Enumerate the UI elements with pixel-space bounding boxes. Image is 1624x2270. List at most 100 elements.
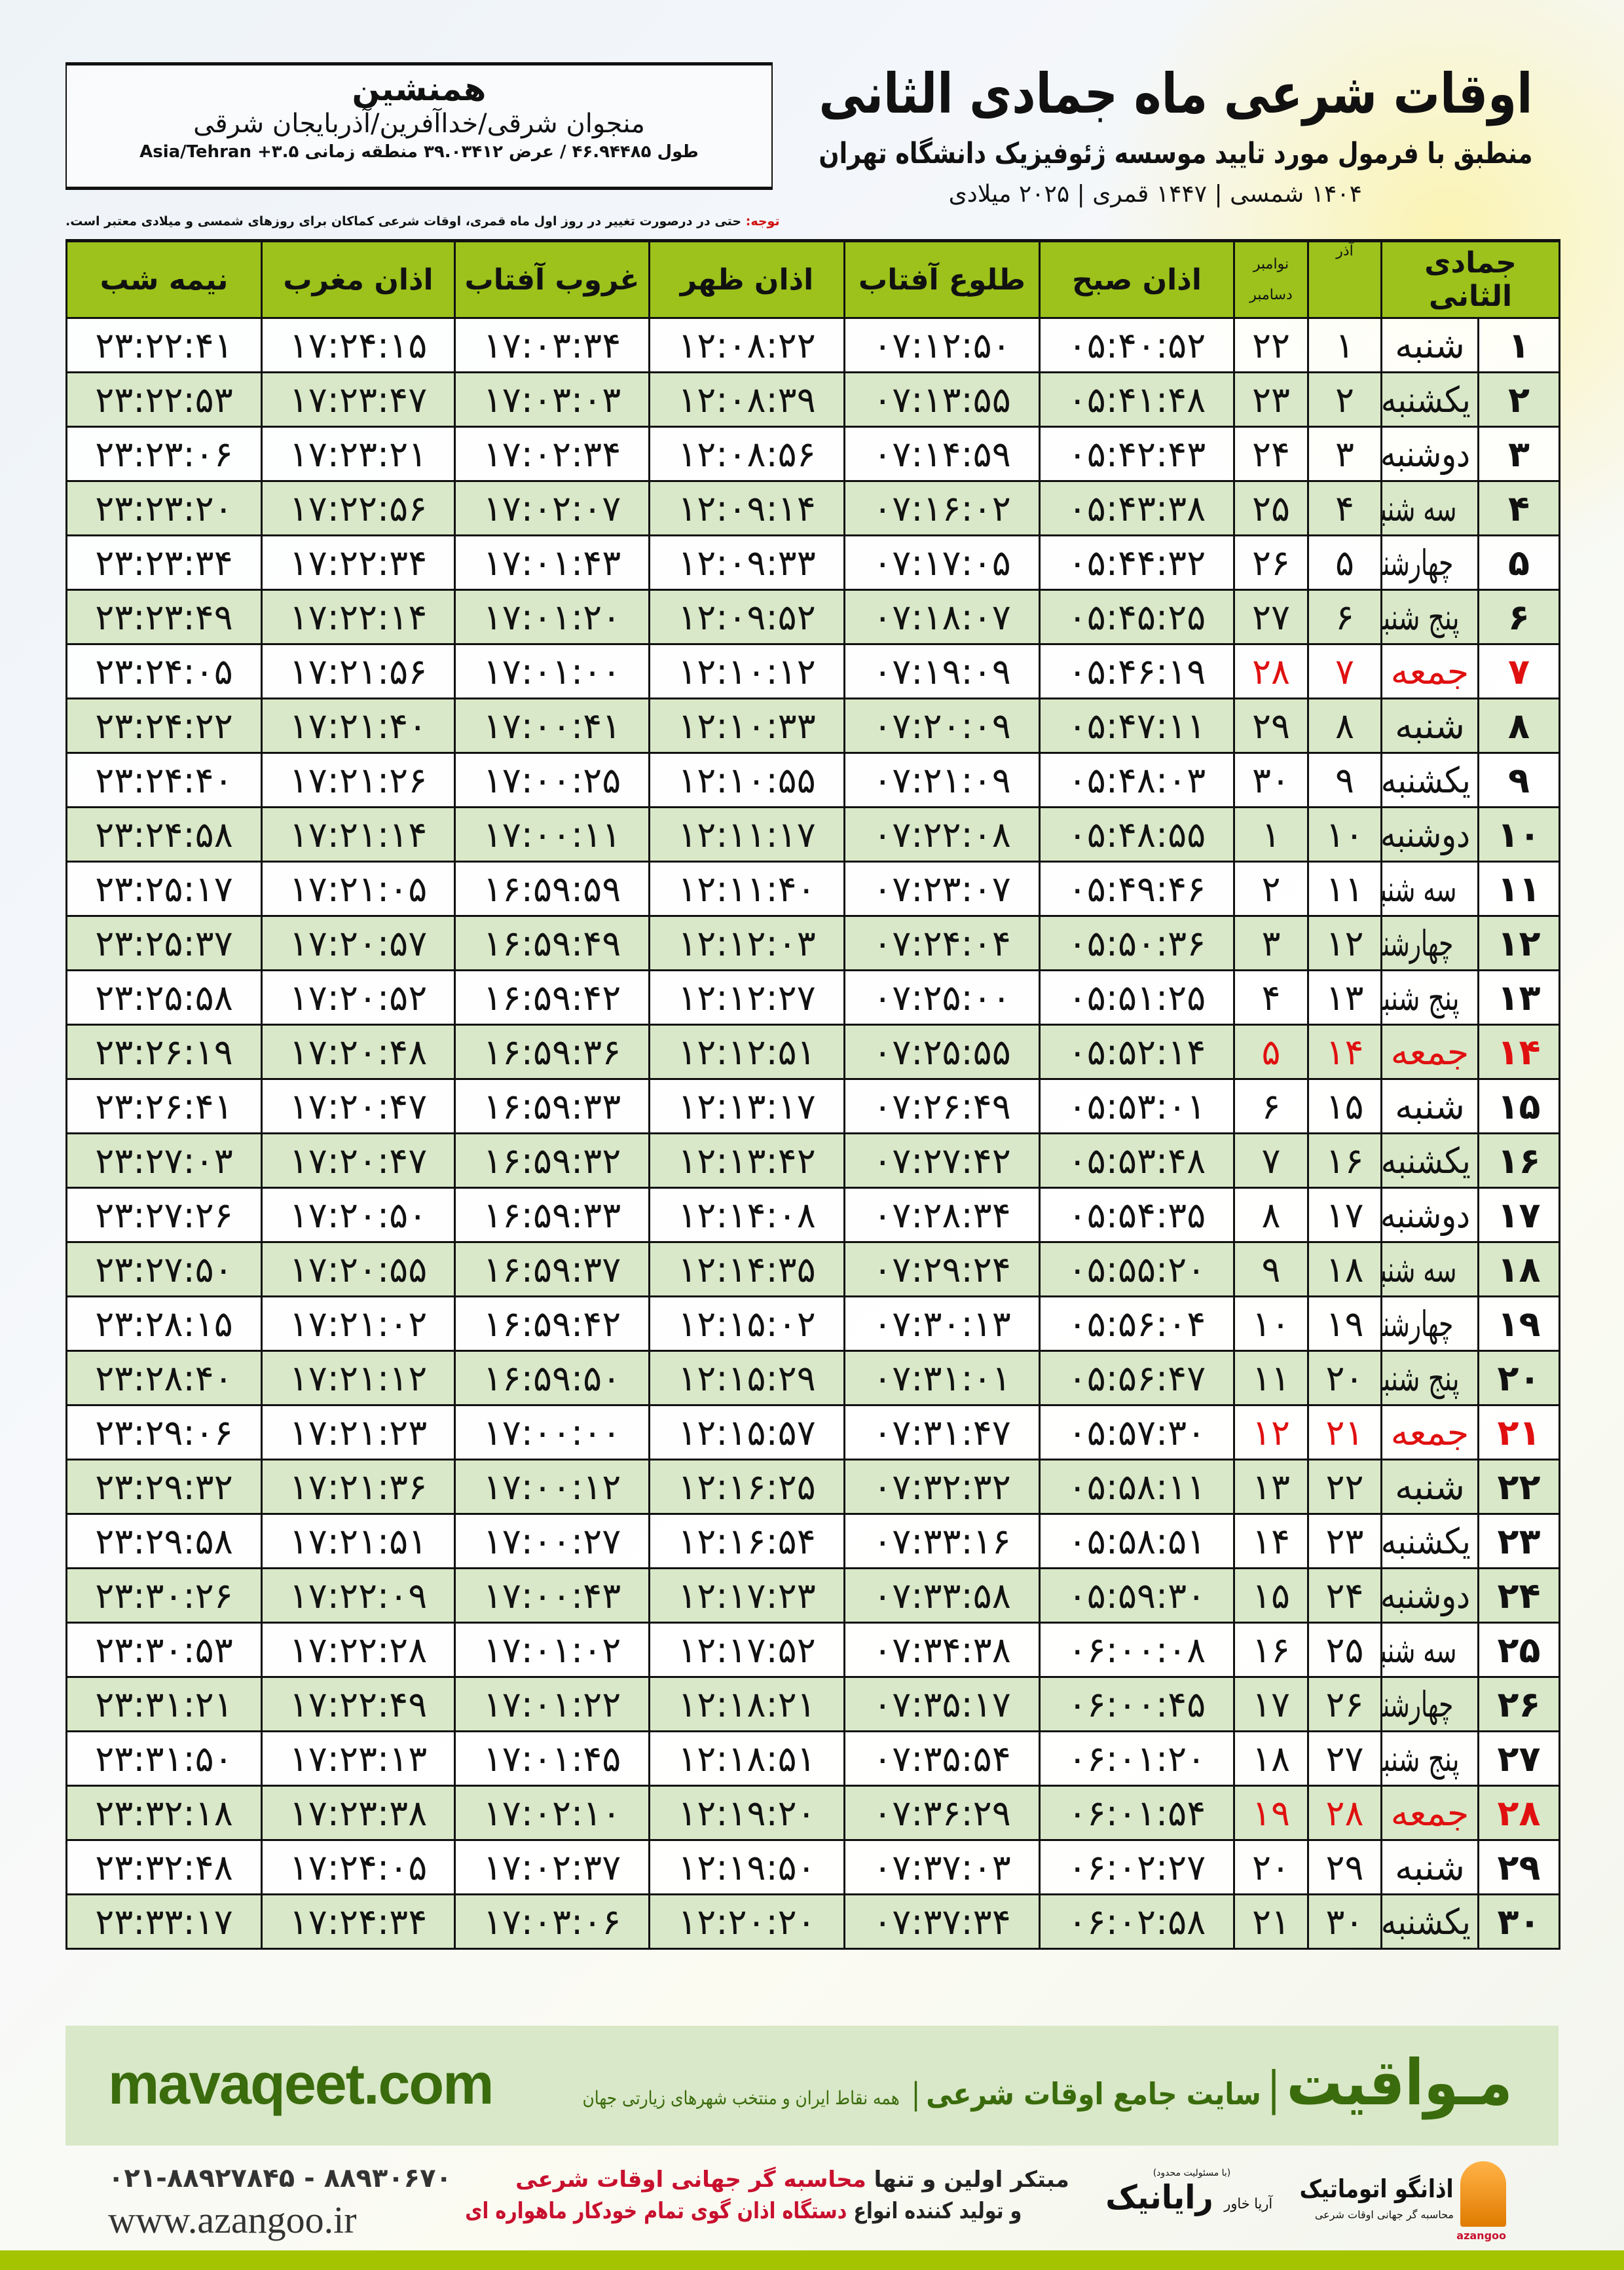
page-subtitle: منطبق با فرمول مورد تایید موسسه ژئوفیزیک…: [818, 137, 1532, 170]
sunset-time: ۱۷:۰۰:۴۳: [454, 1567, 650, 1624]
weekday: شنبه: [1380, 1839, 1480, 1895]
maghrib-time: ۱۷:۲۱:۱۴: [261, 806, 456, 863]
sunset-time: ۱۷:۰۳:۳۴: [454, 317, 650, 373]
header-fajr: اذان صبح: [1039, 239, 1235, 319]
sunset-time: ۱۷:۰۱:۰۰: [454, 643, 650, 699]
contact-info: ۰۲۱-۸۸۹۲۷۸۴۵ - ۸۸۹۳۰۶۷۰ www.azangoo.ir: [108, 2161, 452, 2244]
weekday: پنج شنبه: [1380, 1350, 1480, 1406]
dhuhr-time: ۱۲:۱۴:۰۸: [648, 1187, 845, 1243]
maghrib-time: ۱۷:۲۳:۴۷: [261, 371, 456, 428]
mosque-dome-icon: [1460, 2161, 1506, 2227]
table-row: ۱۲چهارشنبه۱۲۳۰۵:۵۰:۳۶۰۷:۲۴:۰۴۱۲:۱۲:۰۳۱۶:…: [65, 915, 1561, 971]
table-row: ۵چهارشنبه۵۲۶۰۵:۴۴:۳۲۰۷:۱۷:۰۵۱۲:۰۹:۳۳۱۷:۰…: [65, 534, 1561, 591]
sunset-time: ۱۶:۵۹:۳۳: [454, 1187, 650, 1243]
solar-day: ۱۲: [1307, 915, 1382, 971]
weekday-text: یکشنبه: [1381, 1140, 1471, 1182]
solar-day: ۱: [1307, 317, 1382, 373]
maghrib-time: ۱۷:۲۳:۲۱: [261, 426, 456, 482]
dhuhr-time: ۱۲:۱۱:۴۰: [648, 861, 845, 917]
midnight-time: ۲۳:۲۴:۴۰: [65, 752, 263, 808]
sunrise-time: ۰۷:۱۳:۵۵: [843, 371, 1041, 428]
midnight-time: ۲۳:۲۷:۰۳: [65, 1132, 263, 1189]
sunrise-time: ۰۷:۳۵:۵۴: [843, 1730, 1041, 1787]
sunrise-time: ۰۷:۳۳:۱۶: [843, 1513, 1041, 1569]
weekday-text: دوشنبه: [1381, 1574, 1471, 1616]
sunrise-time: ۰۷:۲۰:۰۹: [843, 698, 1041, 754]
weekday-text: پنج شنبه: [1383, 1357, 1460, 1399]
note: توجه: حتی در درصورت تغییر در روز اول ماه…: [65, 214, 780, 229]
midnight-time: ۲۳:۲۳:۴۹: [65, 589, 263, 645]
sunrise-time: ۰۷:۳۷:۳۴: [843, 1893, 1041, 1950]
fajr-time: ۰۶:۰۰:۴۵: [1039, 1676, 1235, 1732]
dhuhr-time: ۱۲:۱۷:۵۲: [648, 1622, 845, 1678]
sunrise-time: ۰۷:۳۳:۵۸: [843, 1567, 1041, 1624]
weekday-text: سه شنبه: [1384, 1248, 1457, 1290]
solar-day: ۴: [1307, 480, 1382, 536]
fajr-time: ۰۵:۴۲:۴۳: [1039, 426, 1235, 482]
azangoo-website[interactable]: www.azangoo.ir: [108, 2199, 357, 2241]
solar-day: ۲: [1307, 371, 1382, 428]
sunrise-time: ۰۷:۳۴:۳۸: [843, 1622, 1041, 1678]
weekday: شنبه: [1380, 1078, 1480, 1134]
weekday-text: پنج شنبه: [1383, 1738, 1460, 1779]
sunrise-time: ۰۷:۱۷:۰۵: [843, 534, 1041, 591]
midnight-time: ۲۳:۳۰:۵۳: [65, 1622, 263, 1678]
weekday-text: دوشنبه: [1381, 1194, 1471, 1236]
weekday: شنبه: [1380, 317, 1480, 373]
table-row: ۳۰ یکشنبه ۳۰ ۲۱ ۰۶:۰۲:۵۸ ۰۷:۳۷:۳۴ ۱۲:۲۰:۲۰ ۱۷:۰…: [65, 1893, 1561, 1950]
dhuhr-time: ۱۲:۱۳:۴۲: [648, 1132, 845, 1189]
rayanik-sub: آریا خاور: [1223, 2196, 1272, 2212]
dhuhr-time: ۱۲:۰۸:۲۲: [648, 317, 845, 373]
midnight-time: ۲۳:۳۲:۴۸: [65, 1839, 263, 1895]
maghrib-time: ۱۷:۲۰:۴۷: [261, 1078, 456, 1134]
midnight-time: ۲۳:۲۸:۴۰: [65, 1350, 263, 1406]
solar-day: ۷: [1307, 643, 1382, 699]
header-dhuhr: اذان ظهر: [648, 239, 845, 319]
sunset-time: ۱۶:۵۹:۴۹: [454, 915, 650, 971]
hijri-day: ۱: [1477, 317, 1561, 373]
table-row: ۲۶چهارشنبه۲۶۱۷۰۶:۰۰:۴۵۰۷:۳۵:۱۷۱۲:۱۸:۲۱۱۷…: [65, 1676, 1561, 1732]
hijri-day: ۱۹: [1477, 1295, 1561, 1352]
fajr-time: ۰۵:۴۶:۱۹: [1039, 643, 1235, 699]
dhuhr-time: ۱۲:۱۶:۲۵: [648, 1459, 845, 1515]
maghrib-time: ۱۷:۲۱:۱۲: [261, 1350, 456, 1406]
weekday: پنج شنبه: [1380, 1730, 1480, 1787]
maghrib-time: ۱۷:۲۰:۵۷: [261, 915, 456, 971]
gregorian-day: ۲۸: [1233, 643, 1309, 699]
sunset-time: ۱۷:۰۲:۰۷: [454, 480, 650, 536]
site-url[interactable]: mavaqeet.com: [108, 2051, 494, 2116]
slogan-1b: محاسبه گر جهانی اوقات شرعی: [515, 2167, 866, 2193]
solar-day: ۱۵: [1307, 1078, 1382, 1134]
weekday-text: چهارشنبه: [1383, 1303, 1454, 1345]
weekday: یکشنبه: [1380, 371, 1480, 428]
dhuhr-time: ۱۲:۱۶:۵۴: [648, 1513, 845, 1569]
sunrise-time: ۰۷:۱۲:۵۰: [843, 317, 1041, 373]
hijri-day: ۹: [1477, 752, 1561, 808]
brand-name: مـواقیت: [1286, 2046, 1513, 2119]
fajr-time: ۰۵:۵۵:۲۰: [1039, 1241, 1235, 1297]
maghrib-time: ۱۷:۲۲:۲۸: [261, 1622, 456, 1678]
midnight-time: ۲۳:۲۹:۳۲: [65, 1459, 263, 1515]
solar-day: ۱۹: [1307, 1295, 1382, 1352]
maghrib-time: ۱۷:۲۱:۳۶: [261, 1459, 456, 1515]
gregorian-day: ۶: [1233, 1078, 1309, 1134]
solar-day: ۶: [1307, 589, 1382, 645]
dhuhr-time: ۱۲:۱۵:۲۹: [648, 1350, 845, 1406]
weekday: جمعه: [1380, 1785, 1480, 1841]
gregorian-day: ۱: [1233, 806, 1309, 863]
fajr-time: ۰۵:۴۵:۲۵: [1039, 589, 1235, 645]
table-row: ۱۷ دوشنبه ۱۷ ۸ ۰۵:۵۴:۳۵ ۰۷:۲۸:۳۴ ۱۲:۱۴:۰۸ ۱۶:۵۹…: [65, 1187, 1561, 1243]
hijri-day: ۷: [1477, 643, 1561, 699]
hijri-day: ۱۰: [1477, 806, 1561, 863]
hijri-day: ۲۶: [1477, 1676, 1561, 1732]
weekday-text: سه شنبه: [1384, 1629, 1457, 1671]
mavaqeet-banner: mavaqeet.com مـواقیت|سایت جامع اوقات شرع…: [65, 2026, 1559, 2146]
city-name: همنشین: [352, 70, 487, 108]
maghrib-time: ۱۷:۲۱:۰۵: [261, 861, 456, 917]
maghrib-time: ۱۷:۲۴:۰۵: [261, 1839, 456, 1895]
gregorian-day: ۲۵: [1233, 480, 1309, 536]
gregorian-day: ۸: [1233, 1187, 1309, 1243]
note-label: توجه:: [745, 214, 780, 229]
weekday: دوشنبه: [1380, 1187, 1480, 1243]
